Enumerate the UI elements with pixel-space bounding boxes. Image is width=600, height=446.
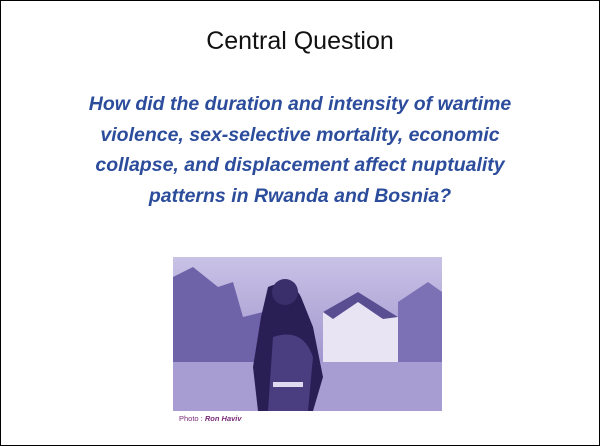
question-line: collapse, and displacement affect nuptua… bbox=[21, 150, 579, 181]
photo-credit: Photo : Ron Haviv bbox=[179, 414, 242, 423]
slide: Central Question How did the duration an… bbox=[0, 0, 600, 446]
slide-title: Central Question bbox=[1, 27, 599, 56]
credit-author: Ron Haviv bbox=[205, 414, 242, 423]
question-line: patterns in Rwanda and Bosnia? bbox=[21, 181, 579, 212]
photo bbox=[173, 257, 442, 411]
question-line: violence, sex-selective mortality, econo… bbox=[21, 120, 579, 151]
credit-prefix: Photo : bbox=[179, 414, 203, 423]
question-line: How did the duration and intensity of wa… bbox=[21, 89, 579, 120]
question: How did the duration and intensity of wa… bbox=[21, 89, 579, 211]
